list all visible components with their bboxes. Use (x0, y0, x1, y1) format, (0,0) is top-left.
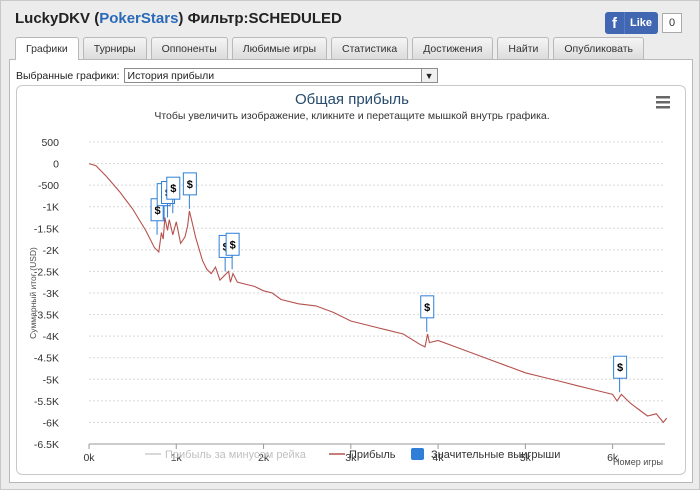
y-tick-label: -5K (43, 374, 59, 386)
chevron-down-icon[interactable]: ▼ (420, 69, 437, 82)
chart-legend: Прибыль за минусом рейка Прибыль Значитель… (145, 448, 560, 461)
player-name: LuckyDKV (15, 10, 91, 27)
y-tick-label: -4.5K (34, 353, 59, 365)
y-tick-label: -1K (43, 202, 59, 214)
y-tick-label: -2K (43, 245, 59, 257)
flag-box (166, 176, 181, 200)
chart-select-value: История прибыли (127, 69, 215, 82)
chart-grid (89, 141, 665, 445)
y-tick-label: -5.5K (34, 396, 59, 408)
y-tick-label: -3.5K (34, 310, 59, 322)
flag-box (225, 232, 240, 256)
big-wins-flags: $$$$$$$$$ (150, 172, 628, 393)
x-axis-ticks: 0k 1k 2k 3k 4k 5k 6k (83, 443, 665, 464)
y-tick-label: -3K (43, 288, 59, 300)
facebook-icon: f (605, 12, 625, 34)
chart-title: Общая прибыль (295, 91, 409, 108)
chart-selector-row: Выбранные графики: История прибыли ▼ (16, 68, 438, 83)
flag-box (182, 172, 197, 196)
tab-search[interactable]: Найти (497, 37, 550, 59)
x-axis-label: Номер игры (613, 457, 663, 467)
y-tick-label: -1.5K (34, 223, 59, 235)
x-tick-label: 2k (258, 452, 270, 464)
x-tick-label: 0k (83, 452, 95, 464)
chart-subtitle: Чтобы увеличить изображение, кликните и … (154, 110, 549, 122)
legend-item: Прибыль за минусом рейка (145, 449, 307, 461)
filter-label: Фильтр:SCHEDULED (187, 10, 342, 27)
y-tick-label: -6.5K (34, 439, 59, 451)
x-tick-label: 5k (520, 452, 532, 464)
big-win-flag: $ (613, 355, 628, 393)
big-win-flag: $ (225, 232, 240, 270)
flag-label: $ (187, 179, 193, 191)
legend-label: Значительные выигрыши (431, 449, 560, 461)
x-tick-label: 3k (345, 452, 357, 464)
tab-opponents[interactable]: Оппоненты (150, 37, 228, 59)
flag-box (613, 355, 628, 379)
y-tick-label: -500 (38, 180, 59, 192)
tab-tournaments[interactable]: Турниры (82, 37, 147, 59)
y-axis-label: Суммарный итог (USD) (28, 247, 38, 339)
site-name[interactable]: PokerStars (99, 10, 179, 27)
charts-panel: Выбранные графики: История прибыли ▼ Общ… (9, 59, 693, 483)
legend-label: Прибыль (349, 449, 396, 461)
legend-label: Прибыль за минусом рейка (165, 449, 307, 461)
tab-bar: Графики Турниры Оппоненты Любимые игры С… (15, 37, 648, 60)
big-win-flag: $ (182, 172, 197, 209)
flag-label: $ (230, 239, 236, 251)
y-tick-label: 0 (53, 159, 59, 171)
flag-box (420, 295, 435, 319)
legend-item: Значительные выигрыши (411, 448, 560, 461)
flag-label: $ (170, 183, 176, 195)
y-tick-label: 500 (41, 137, 59, 149)
like-label: Like (630, 17, 653, 29)
chart-selector-label: Выбранные графики: (16, 69, 120, 82)
x-tick-label: 6k (607, 452, 619, 464)
tab-statistics[interactable]: Статистика (331, 37, 409, 59)
y-tick-label: -2.5K (34, 266, 59, 278)
chart-svg[interactable]: Общая прибыль Чтобы увеличить изображени… (17, 86, 686, 475)
facebook-like-widget: f Like 0 (605, 12, 683, 34)
y-axis-ticks: 500 0 -500 -1K -1.5K -2K -2.5K -3K -3.5K -4K -4.5K… (34, 137, 59, 451)
y-tick-label: -6K (43, 417, 59, 429)
profit-chart[interactable]: Общая прибыль Чтобы увеличить изображени… (16, 85, 686, 475)
profit-line (88, 163, 668, 424)
flag-label: $ (424, 302, 430, 314)
flag-label: $ (155, 205, 161, 217)
chart-series (88, 163, 668, 424)
hamburger-icon[interactable] (656, 96, 670, 109)
x-tick-label: 1k (171, 452, 183, 464)
big-win-flag: $ (166, 176, 181, 214)
tab-favorite-games[interactable]: Любимые игры (231, 37, 328, 59)
y-tick-label: -4K (43, 331, 59, 343)
tab-achievements[interactable]: Достижения (412, 37, 494, 59)
x-tick-label: 4k (433, 452, 445, 464)
facebook-like-button[interactable]: f Like (605, 12, 659, 34)
like-count: 0 (662, 13, 683, 33)
legend-item: Прибыль (329, 449, 396, 461)
legend-swatch (411, 448, 424, 460)
flag-label: $ (617, 362, 623, 374)
big-win-flag: $ (420, 295, 435, 332)
tab-publish[interactable]: Опубликовать (553, 37, 645, 59)
page-title: LuckyDKV (PokerStars) Фильтр:SCHEDULED (15, 10, 342, 27)
chart-select[interactable]: История прибыли ▼ (123, 68, 438, 83)
tab-charts[interactable]: Графики (15, 37, 79, 60)
